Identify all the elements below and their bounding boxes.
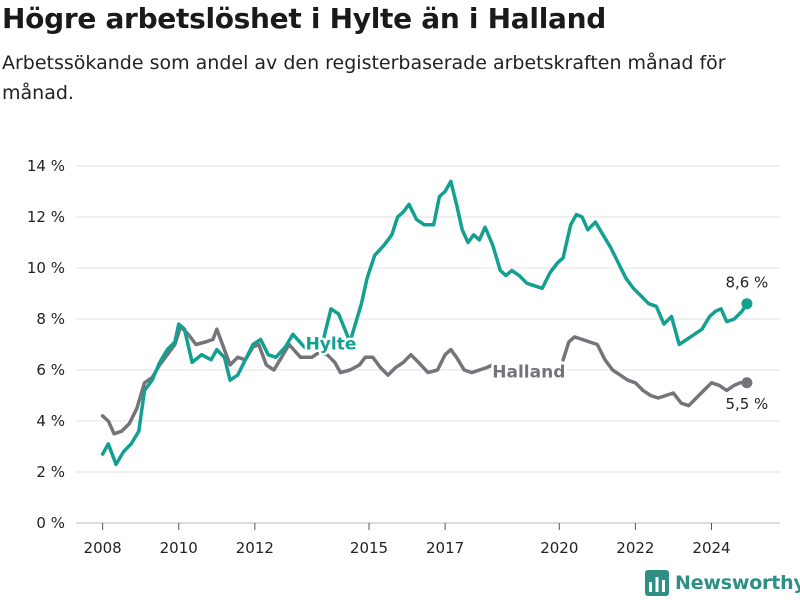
series-label-halland: Halland	[492, 363, 565, 383]
series-label-hylte-halo: Hylte	[306, 335, 357, 355]
series-line-halland	[100, 324, 749, 436]
series-label-hylte: Hylte	[306, 335, 357, 355]
y-tick-label: 14 %	[27, 157, 65, 175]
brand-logo: Newsworthy	[645, 568, 800, 598]
x-tick-label: 2012	[236, 539, 274, 557]
y-tick-label: 2 %	[36, 463, 65, 481]
end-label-hylte: 8,6 %	[725, 274, 768, 292]
x-tick-label: 2022	[616, 539, 654, 557]
x-tick-label: 2017	[426, 539, 464, 557]
y-tick-label: 4 %	[36, 412, 65, 430]
end-point-hylte	[741, 298, 753, 310]
bar-chart-logo-icon	[645, 570, 669, 596]
series-line-hylte	[100, 179, 749, 467]
end-label-halland: 5,5 %	[725, 395, 768, 413]
end-point-halland	[741, 377, 753, 389]
series-label-halland-halo: Halland	[492, 363, 565, 383]
x-tick-label: 2015	[350, 539, 388, 557]
chart-subtitle: Arbetssökande som andel av den registerb…	[2, 52, 726, 104]
x-tick-label: 2024	[692, 539, 730, 557]
x-tick-label: 2020	[540, 539, 578, 557]
x-tick-label: 2010	[160, 539, 198, 557]
y-tick-label: 6 %	[36, 361, 65, 379]
y-tick-label: 8 %	[36, 310, 65, 328]
chart-title: Högre arbetslöshet i Hylte än i Halland	[2, 2, 606, 35]
y-tick-label: 0 %	[36, 514, 65, 532]
x-tick-label: 2008	[84, 539, 122, 557]
brand-name: Newsworthy	[675, 572, 800, 594]
y-tick-label: 12 %	[27, 208, 65, 226]
y-tick-label: 10 %	[27, 259, 65, 277]
